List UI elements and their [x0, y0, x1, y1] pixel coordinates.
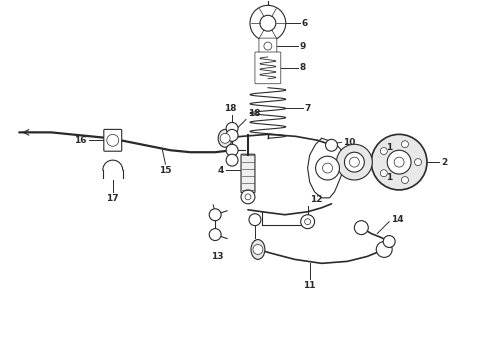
Circle shape	[226, 144, 238, 156]
Circle shape	[226, 154, 238, 166]
FancyBboxPatch shape	[255, 52, 281, 84]
Text: 10: 10	[343, 138, 356, 147]
Circle shape	[337, 144, 372, 180]
FancyBboxPatch shape	[259, 38, 277, 54]
Text: 6: 6	[302, 19, 308, 28]
Circle shape	[220, 133, 230, 143]
Circle shape	[316, 156, 340, 180]
Text: 7: 7	[305, 104, 311, 113]
FancyBboxPatch shape	[104, 129, 122, 151]
Text: 1: 1	[386, 143, 392, 152]
Circle shape	[226, 129, 238, 141]
Text: 5: 5	[252, 239, 258, 248]
Circle shape	[260, 15, 276, 31]
Circle shape	[107, 134, 119, 146]
Text: 1: 1	[386, 172, 392, 181]
Circle shape	[253, 244, 263, 255]
Text: 16: 16	[74, 136, 87, 145]
Circle shape	[354, 221, 368, 235]
Circle shape	[415, 159, 421, 166]
Circle shape	[209, 209, 221, 221]
Circle shape	[209, 229, 221, 240]
Circle shape	[301, 215, 315, 229]
Text: 4: 4	[218, 166, 224, 175]
Text: 11: 11	[303, 281, 316, 290]
Text: 3: 3	[357, 152, 364, 161]
Circle shape	[325, 139, 338, 151]
Circle shape	[401, 177, 409, 184]
Circle shape	[387, 150, 411, 174]
Text: 2: 2	[441, 158, 447, 167]
Text: 15: 15	[159, 166, 171, 175]
Circle shape	[401, 141, 409, 148]
Circle shape	[241, 190, 255, 204]
Circle shape	[394, 157, 404, 167]
Text: 9: 9	[300, 41, 306, 50]
Circle shape	[344, 152, 365, 172]
FancyBboxPatch shape	[241, 154, 255, 193]
Circle shape	[380, 148, 387, 154]
Circle shape	[376, 242, 392, 257]
Text: 18: 18	[248, 109, 261, 118]
Circle shape	[249, 214, 261, 226]
Circle shape	[250, 5, 286, 41]
Circle shape	[371, 134, 427, 190]
Circle shape	[264, 42, 272, 50]
Circle shape	[305, 219, 311, 225]
Text: 14: 14	[391, 215, 404, 224]
Circle shape	[383, 235, 395, 247]
Text: 12: 12	[310, 195, 322, 204]
Text: 17: 17	[106, 194, 119, 203]
Text: 8: 8	[300, 63, 306, 72]
Circle shape	[226, 122, 238, 134]
Circle shape	[380, 170, 387, 177]
Text: 13: 13	[211, 252, 223, 261]
Circle shape	[322, 163, 333, 173]
Ellipse shape	[251, 239, 265, 260]
Ellipse shape	[218, 129, 232, 147]
Text: 18: 18	[224, 104, 236, 113]
Circle shape	[349, 157, 359, 167]
Circle shape	[245, 194, 251, 200]
